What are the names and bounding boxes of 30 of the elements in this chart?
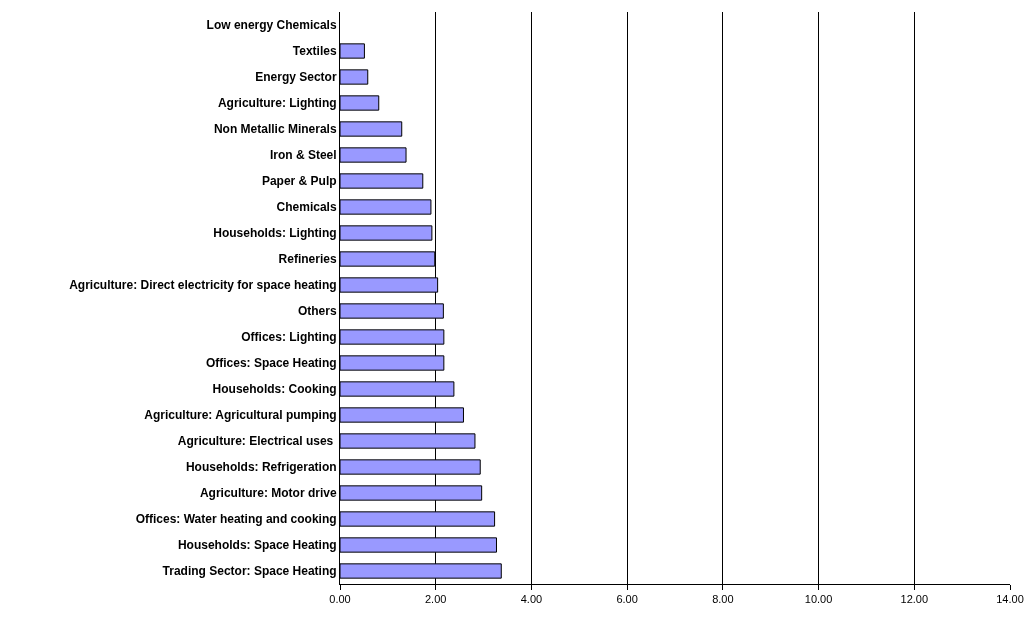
x-tick-label: 4.00: [520, 593, 543, 606]
y-tick-label: Paper & Pulp: [261, 174, 337, 189]
x-tick-label: 0.00: [329, 593, 351, 606]
y-tick-label: Others: [297, 304, 337, 319]
y-tick-label: Households: Space Heating: [177, 538, 337, 553]
x-tick-label: 14.00: [996, 593, 1024, 606]
y-tick-label: Offices: Lighting: [241, 330, 337, 345]
x-tick-label: 10.00: [804, 593, 833, 606]
y-tick-label: Offices: Space Heating: [205, 356, 337, 371]
y-tick-label: Households: Cooking: [212, 382, 337, 397]
x-tick-label: 2.00: [425, 593, 447, 606]
y-tick-label: Households: Refrigeration: [185, 460, 337, 475]
y-tick-label: Agriculture: Lighting: [217, 96, 337, 111]
y-tick-label: Agriculture: Motor drive: [199, 486, 337, 501]
y-tick-label: Agriculture: Agricultural pumping: [144, 408, 337, 423]
y-tick-label: Agriculture: Direct electricity for space heating: [69, 278, 337, 293]
y-tick-label: Chemicals: [276, 200, 337, 215]
x-tick-label: 6.00: [616, 593, 638, 606]
y-tick-label: Textiles: [292, 44, 337, 59]
y-tick-label: Iron & Steel: [269, 148, 337, 163]
y-tick-label: Households: Lighting: [213, 226, 337, 241]
y-tick-label: Offices: Water heating and cooking: [135, 512, 337, 527]
x-tick-label: 8.00: [712, 593, 734, 606]
y-tick-label: Low energy Chemicals: [206, 18, 337, 33]
y-tick-label: Trading Sector: Space Heating: [162, 564, 337, 579]
x-tick-label: 12.00: [900, 593, 929, 606]
y-tick-label: Non Metallic Minerals: [213, 122, 337, 137]
y-tick-label: Agriculture: Electrical uses: [177, 434, 337, 449]
y-tick-label: Energy Sector: [255, 70, 337, 85]
y-tick-label: Refineries: [278, 252, 337, 267]
